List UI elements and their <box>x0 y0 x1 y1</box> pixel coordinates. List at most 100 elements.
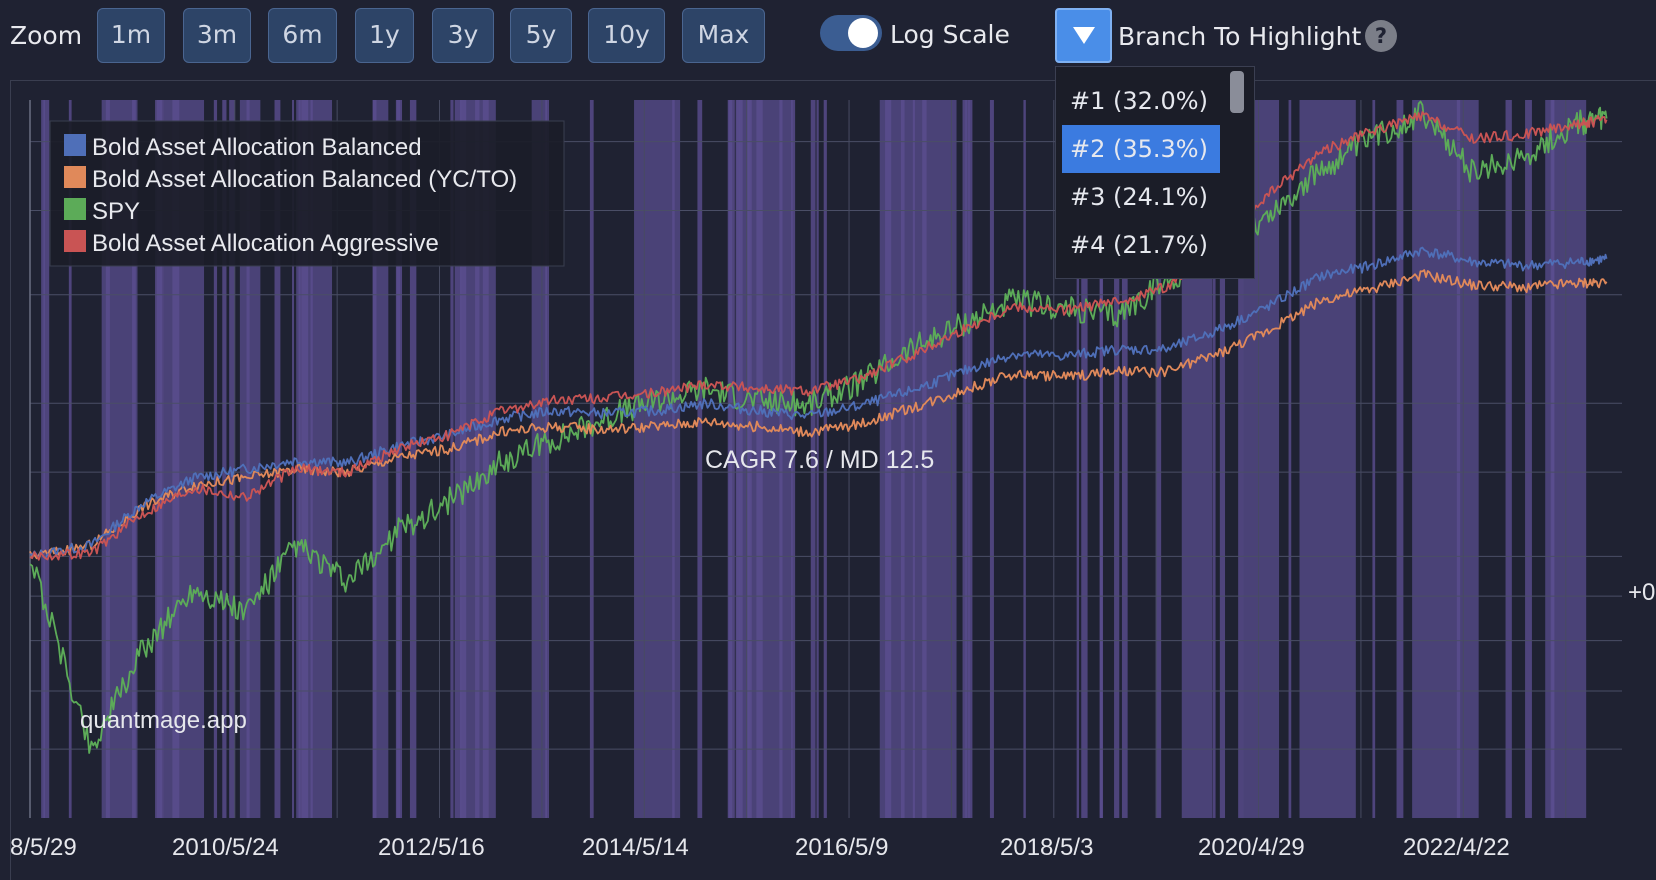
highlight-stripe <box>968 100 973 818</box>
highlight-band <box>372 100 389 818</box>
highlight-stripe <box>396 100 401 818</box>
legend-swatch <box>64 198 86 220</box>
highlight-stripe <box>735 100 741 818</box>
highlight-band <box>1412 100 1479 818</box>
x-tick-label: 2020/4/29 <box>1198 834 1305 861</box>
zoom-3m-button[interactable]: 3m <box>183 8 251 63</box>
watermark: quantmage.app <box>80 707 247 734</box>
branch-option-4[interactable]: #4 (21.7%) <box>1070 231 1208 259</box>
highlight-stripe <box>791 100 796 818</box>
highlight-stripe <box>475 100 480 818</box>
highlight-stripe <box>1505 100 1512 818</box>
branch-dropdown-menu[interactable]: #1 (32.0%) #2 (35.3%) #3 (24.1%) #4 (21.… <box>1055 66 1255 279</box>
x-tick-label: 8/5/29 <box>10 834 77 861</box>
toggle-knob <box>848 18 878 48</box>
series-lines <box>29 100 1608 754</box>
x-tick-label: 2012/5/16 <box>378 834 485 861</box>
series-line-2 <box>29 269 1608 560</box>
highlight-stripe <box>454 100 462 818</box>
right-edge-label: +0 <box>1628 579 1655 606</box>
branch-option-2[interactable]: #2 (35.3%) <box>1062 125 1220 173</box>
highlight-stripe <box>1219 100 1226 818</box>
x-axis-ticks: 8/5/29 2010/5/24 2012/5/16 2014/5/14 2016/5/… <box>10 834 1510 861</box>
highlight-stripe <box>1456 100 1461 818</box>
highlight-stripe <box>409 100 417 818</box>
highlight-stripe <box>105 100 110 818</box>
help-icon[interactable]: ? <box>1365 20 1397 52</box>
legend-label: Bold Asset Allocation Balanced <box>92 134 422 161</box>
legend-swatch <box>64 134 86 156</box>
highlight-stripe <box>372 100 377 818</box>
x-tick-label: 2018/5/3 <box>1000 834 1093 861</box>
highlight-stripe <box>41 100 45 818</box>
highlight-stripe <box>816 100 819 818</box>
highlight-stripe <box>810 100 816 818</box>
highlight-stripe <box>450 100 454 818</box>
highlight-stripe <box>1396 100 1404 818</box>
highlight-band <box>1299 100 1356 818</box>
highlight-stripe <box>1076 100 1080 818</box>
highlight-stripe <box>298 100 301 818</box>
highlight-stripe <box>1238 100 1244 818</box>
legend-box <box>49 120 565 267</box>
log-scale-toggle[interactable] <box>820 15 882 51</box>
dropdown-scrollbar[interactable] <box>1230 71 1244 113</box>
highlight-stripe <box>823 100 827 818</box>
legend-swatch <box>64 166 86 188</box>
zoom-5y-button[interactable]: 5y <box>510 8 572 63</box>
x-tick-label: 2010/5/24 <box>172 834 279 861</box>
highlight-stripe <box>1114 100 1120 818</box>
triangle-down-icon <box>1073 27 1095 44</box>
highlight-band <box>736 100 793 818</box>
zoom-3y-button[interactable]: 3y <box>432 8 494 63</box>
highlight-stripe <box>68 100 72 818</box>
highlight-stripe <box>132 100 136 818</box>
highlight-stripe <box>728 100 735 818</box>
highlight-stripe <box>1372 100 1376 818</box>
highlight-stripe <box>989 100 994 818</box>
zoom-max-button[interactable]: Max <box>682 8 765 63</box>
highlight-stripe <box>292 100 295 818</box>
zoom-6m-button[interactable]: 6m <box>268 8 337 63</box>
series-line-4 <box>29 111 1608 561</box>
zoom-label: Zoom <box>10 21 83 50</box>
branch-option-3[interactable]: #3 (24.1%) <box>1070 183 1208 211</box>
highlight-stripe <box>589 100 594 818</box>
highlight-stripe <box>672 100 675 818</box>
x-tick-label: 2022/4/22 <box>1403 834 1510 861</box>
highlight-stripe <box>172 100 180 818</box>
highlight-stripe <box>222 100 227 818</box>
highlight-stripe <box>213 100 218 818</box>
highlight-stripe <box>160 100 163 818</box>
highlight-stripe <box>545 100 550 818</box>
chart-frame <box>10 80 1656 880</box>
highlight-stripe <box>1099 100 1104 818</box>
legend-swatch <box>64 230 86 252</box>
highlight-stripe <box>482 100 489 818</box>
highlight-stripe <box>1081 100 1088 818</box>
highlight-stripe <box>922 100 927 818</box>
series-line-1 <box>29 246 1608 560</box>
zoom-1y-button[interactable]: 1y <box>355 8 414 63</box>
branch-option-1[interactable]: #1 (32.0%) <box>1070 87 1208 115</box>
branch-dropdown-button[interactable] <box>1055 8 1112 63</box>
branch-highlight-label: Branch To Highlight <box>1118 22 1362 51</box>
highlight-band <box>879 100 957 818</box>
zoom-10y-button[interactable]: 10y <box>588 8 665 63</box>
highlight-stripe <box>1023 100 1026 818</box>
highlight-stripe <box>779 100 783 818</box>
highlight-band <box>239 100 261 818</box>
x-tick-label: 2016/5/9 <box>795 834 888 861</box>
zoom-1m-button[interactable]: 1m <box>97 8 165 63</box>
series-line-3 <box>29 100 1608 754</box>
highlight-stripe <box>1155 100 1162 818</box>
x-tick-label: 2014/5/14 <box>582 834 689 861</box>
highlight-stripe <box>1525 100 1532 818</box>
highlight-stripe <box>747 100 752 818</box>
highlight-stripe <box>697 100 703 818</box>
highlight-stripe <box>912 100 915 818</box>
highlight-stripe <box>229 100 236 818</box>
highlight-bands <box>41 100 1587 818</box>
highlight-stripe <box>756 100 763 818</box>
